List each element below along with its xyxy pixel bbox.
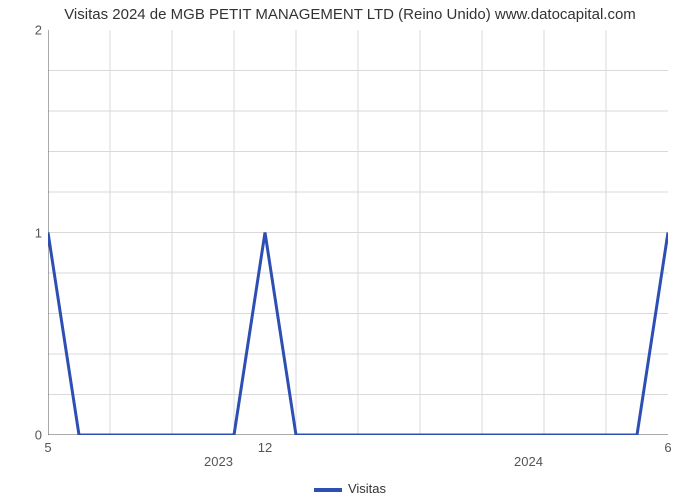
x-tick-label: 5 xyxy=(44,440,51,455)
plot-area xyxy=(48,30,668,435)
x-year-label: 2023 xyxy=(204,454,233,469)
x-tick-label: 12 xyxy=(258,440,272,455)
x-year-label: 2024 xyxy=(514,454,543,469)
chart-title: Visitas 2024 de MGB PETIT MANAGEMENT LTD… xyxy=(0,6,700,23)
plot-svg xyxy=(48,30,668,435)
legend: Visitas xyxy=(0,481,700,496)
y-tick-label: 1 xyxy=(35,225,42,240)
x-tick-label: 6 xyxy=(664,440,671,455)
legend-label: Visitas xyxy=(348,481,386,496)
chart-container: Visitas 2024 de MGB PETIT MANAGEMENT LTD… xyxy=(0,0,700,500)
y-tick-label: 2 xyxy=(35,23,42,38)
legend-swatch xyxy=(314,488,342,492)
y-tick-label: 0 xyxy=(35,428,42,443)
